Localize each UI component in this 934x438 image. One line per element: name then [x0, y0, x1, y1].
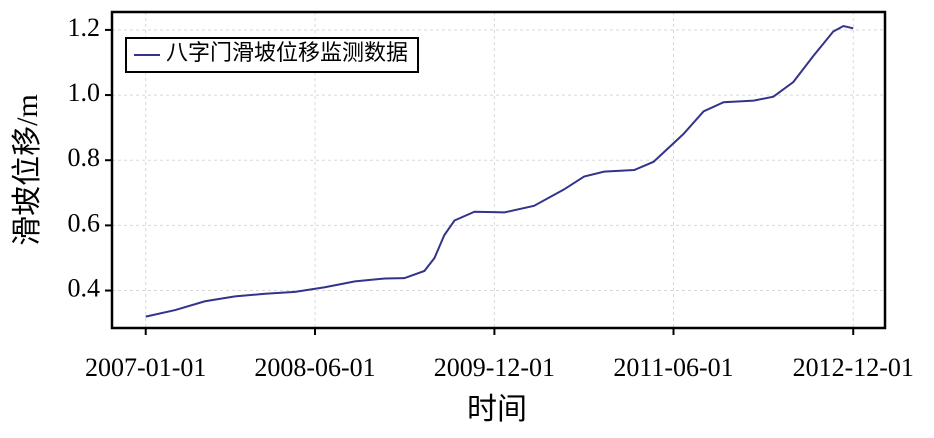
x-tick-label: 2012-12-01 — [793, 353, 914, 382]
y-tick-label: 0.6 — [68, 208, 101, 237]
x-tick-label: 2009-12-01 — [434, 353, 555, 382]
y-tick-label: 0.4 — [68, 274, 101, 303]
x-tick-label: 2008-06-01 — [254, 353, 375, 382]
x-tick-label: 2007-01-01 — [85, 353, 206, 382]
legend-label: 八字门滑坡位移监测数据 — [166, 40, 408, 65]
y-tick-label: 1.0 — [68, 78, 101, 107]
plot-frame — [110, 10, 887, 330]
y-tick-label: 1.2 — [68, 13, 101, 42]
legend: 八字门滑坡位移监测数据 — [125, 37, 420, 73]
y-tick-label: 0.8 — [68, 143, 101, 172]
y-axis-label: 滑坡位移/m — [11, 94, 44, 246]
data-line — [145, 24, 854, 318]
x-axis-label: 时间 — [467, 393, 527, 426]
legend-box — [125, 37, 420, 73]
x-tick-label: 2011-06-01 — [613, 353, 733, 382]
